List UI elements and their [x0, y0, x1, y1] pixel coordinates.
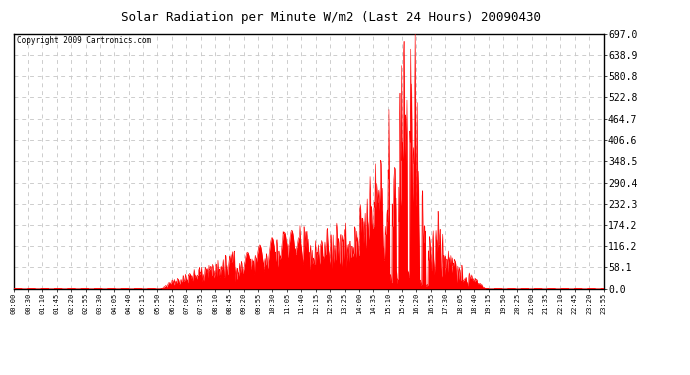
Text: Solar Radiation per Minute W/m2 (Last 24 Hours) 20090430: Solar Radiation per Minute W/m2 (Last 24… [121, 11, 541, 24]
Text: Copyright 2009 Cartronics.com: Copyright 2009 Cartronics.com [17, 36, 151, 45]
